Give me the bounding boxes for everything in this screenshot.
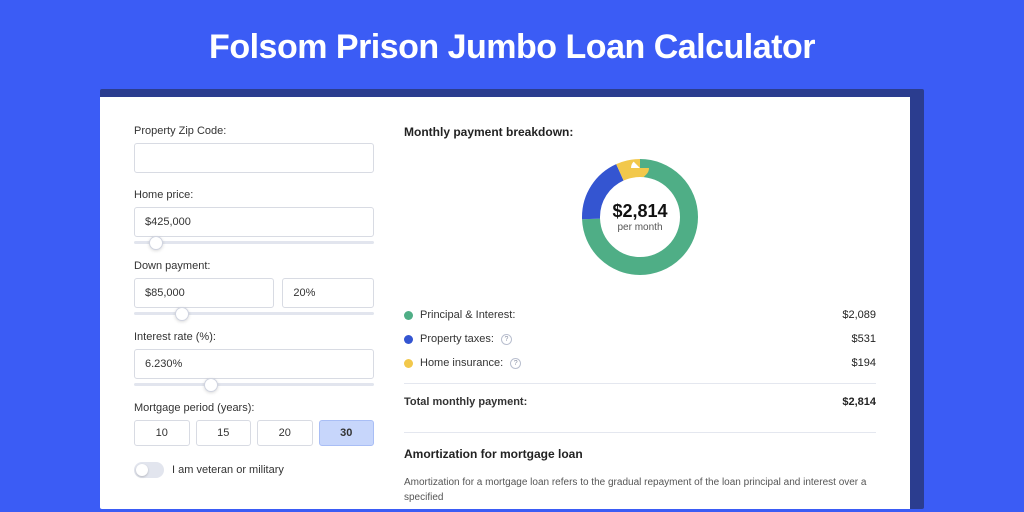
total-row: Total monthly payment: $2,814	[404, 390, 876, 414]
donut-sub: per month	[617, 222, 662, 233]
info-icon[interactable]: ?	[510, 358, 521, 369]
down-payment-pct-input[interactable]	[282, 278, 374, 308]
legend-dot	[404, 335, 413, 344]
amortization-block: Amortization for mortgage loan Amortizat…	[404, 432, 876, 505]
calculator-card: Property Zip Code: Home price: Down paym…	[100, 89, 924, 509]
down-payment-label: Down payment:	[134, 260, 374, 272]
down-payment-slider[interactable]	[134, 312, 374, 315]
divider	[404, 383, 876, 384]
veteran-label: I am veteran or military	[172, 464, 284, 476]
legend-label: Home insurance:	[420, 357, 503, 369]
legend-dot	[404, 311, 413, 320]
home-price-field: Home price:	[134, 189, 374, 244]
page-title: Folsom Prison Jumbo Loan Calculator	[0, 0, 1024, 89]
breakdown-title: Monthly payment breakdown:	[404, 125, 876, 139]
info-icon[interactable]: ?	[501, 334, 512, 345]
amortization-title: Amortization for mortgage loan	[404, 447, 876, 461]
interest-label: Interest rate (%):	[134, 331, 374, 343]
legend-label: Principal & Interest:	[420, 309, 515, 321]
payment-donut: $2,814 per month	[576, 153, 704, 281]
down-payment-amount-input[interactable]	[134, 278, 274, 308]
legend-row-1: Property taxes:? $531	[404, 327, 876, 351]
total-label: Total monthly payment:	[404, 396, 527, 408]
form-column: Property Zip Code: Home price: Down paym…	[134, 125, 374, 509]
zip-field: Property Zip Code:	[134, 125, 374, 173]
home-price-slider-thumb[interactable]	[149, 236, 163, 250]
down-payment-field: Down payment:	[134, 260, 374, 315]
donut-wrap: $2,814 per month	[404, 153, 876, 281]
breakdown-column: Monthly payment breakdown: $2,814 per mo…	[404, 125, 876, 509]
total-value: $2,814	[842, 396, 876, 408]
period-button-20[interactable]: 20	[257, 420, 313, 446]
home-price-label: Home price:	[134, 189, 374, 201]
legend-label: Property taxes:	[420, 333, 494, 345]
zip-input[interactable]	[134, 143, 374, 173]
donut-amount: $2,814	[612, 201, 667, 222]
legend-value: $2,089	[842, 309, 876, 321]
zip-label: Property Zip Code:	[134, 125, 374, 137]
legend-value: $194	[852, 357, 876, 369]
down-payment-slider-thumb[interactable]	[175, 307, 189, 321]
interest-slider[interactable]	[134, 383, 374, 386]
period-button-15[interactable]: 15	[196, 420, 252, 446]
legend-value: $531	[852, 333, 876, 345]
donut-center: $2,814 per month	[576, 153, 704, 281]
home-price-input[interactable]	[134, 207, 374, 237]
veteran-toggle[interactable]	[134, 462, 164, 478]
period-button-10[interactable]: 10	[134, 420, 190, 446]
veteran-row: I am veteran or military	[134, 462, 374, 478]
period-button-30[interactable]: 30	[319, 420, 375, 446]
period-field: Mortgage period (years): 10152030	[134, 402, 374, 446]
home-price-slider[interactable]	[134, 241, 374, 244]
amortization-text: Amortization for a mortgage loan refers …	[404, 475, 876, 505]
legend-row-0: Principal & Interest: $2,089	[404, 303, 876, 327]
legend-row-2: Home insurance:? $194	[404, 351, 876, 375]
period-label: Mortgage period (years):	[134, 402, 374, 414]
interest-field: Interest rate (%):	[134, 331, 374, 386]
interest-slider-thumb[interactable]	[204, 378, 218, 392]
legend-dot	[404, 359, 413, 368]
interest-input[interactable]	[134, 349, 374, 379]
